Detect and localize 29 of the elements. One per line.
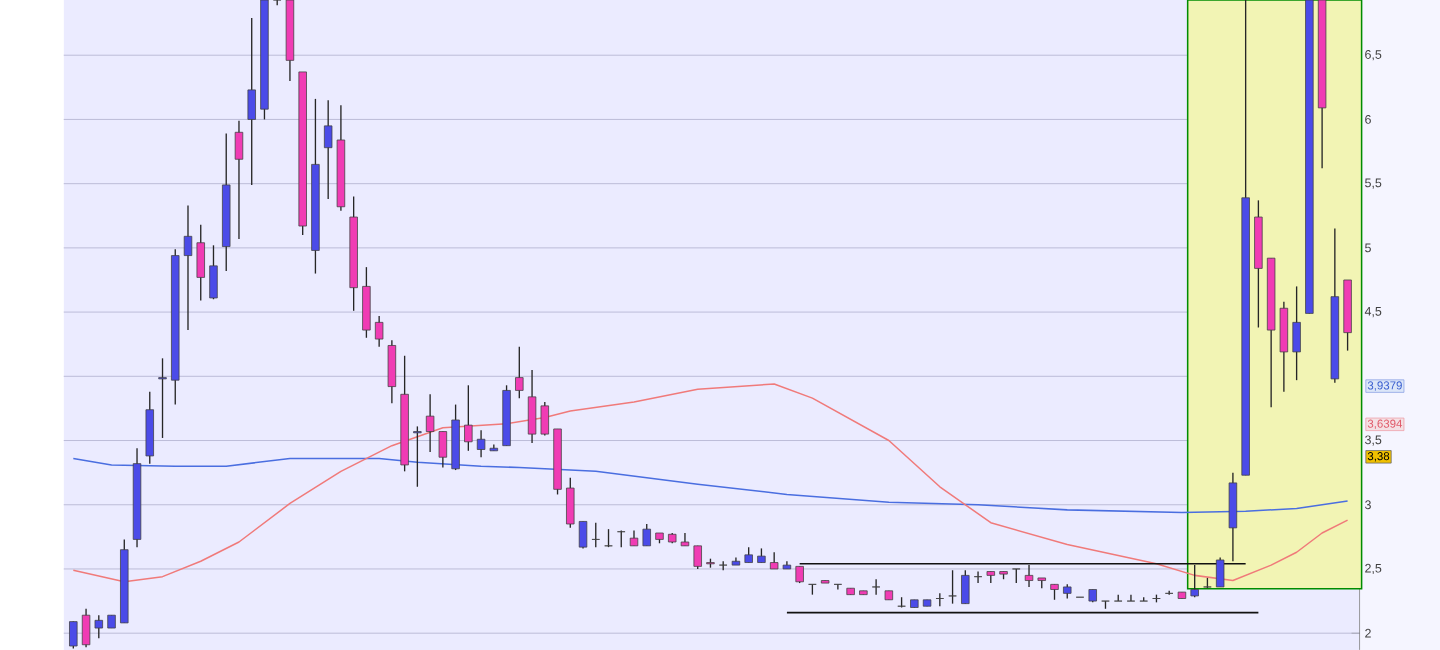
- candlestick: [183, 204, 193, 331]
- candlestick: [158, 357, 167, 439]
- candlestick: [1126, 594, 1136, 602]
- candlestick: [961, 569, 970, 605]
- candlestick: [642, 523, 651, 547]
- candlestick: [362, 266, 371, 339]
- candlestick: [69, 621, 78, 650]
- candlestick: [1215, 556, 1225, 588]
- candlestick: [196, 224, 205, 302]
- candlestick: [693, 545, 702, 570]
- candlestick: [871, 578, 881, 596]
- candlestick: [413, 425, 422, 488]
- line-series: [72, 457, 1349, 514]
- candlestick: [374, 315, 384, 348]
- candlestick: [247, 17, 256, 186]
- candlestick: [1228, 472, 1238, 562]
- candlestick: [234, 120, 244, 240]
- candlestick: [1190, 564, 1199, 598]
- candlestick: [948, 569, 957, 605]
- candlestick: [145, 391, 154, 465]
- candlestick: [515, 346, 524, 399]
- candlestick: [464, 384, 473, 452]
- candlestick: [578, 520, 588, 550]
- candlestick: [566, 477, 575, 529]
- candlestick: [1024, 564, 1034, 588]
- candlestick: [387, 339, 397, 405]
- candlestick: [1292, 285, 1301, 381]
- line-series: [72, 383, 1349, 583]
- candlestick: [209, 244, 218, 300]
